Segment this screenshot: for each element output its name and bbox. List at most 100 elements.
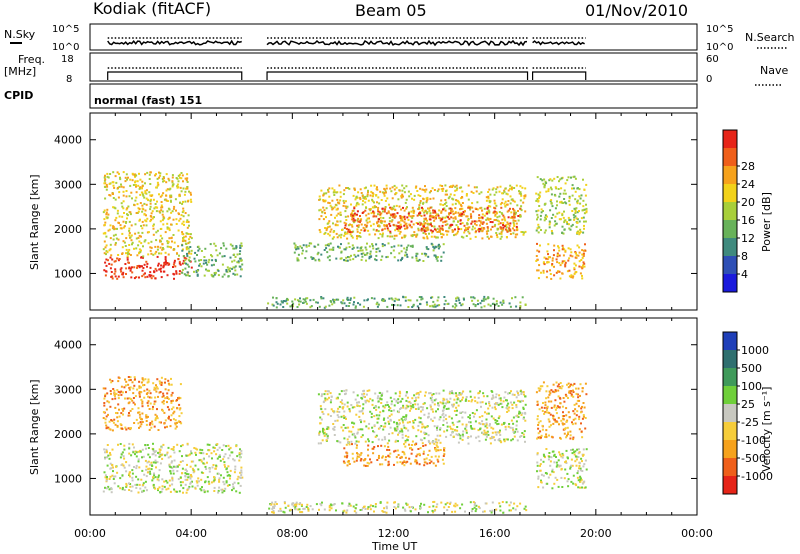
power-panel-cell xyxy=(560,187,563,190)
power-panel-cell xyxy=(491,221,494,224)
power-panel-cell xyxy=(558,218,561,221)
power-panel-cell xyxy=(336,198,339,201)
velocity-panel-region-1 xyxy=(102,376,183,432)
power-panel-cell xyxy=(166,226,169,229)
power-panel-cell xyxy=(496,212,498,215)
power-panel-cell xyxy=(544,202,547,205)
power-panel-cell xyxy=(388,216,391,219)
power-panel-cell xyxy=(203,259,206,262)
power-panel-cell xyxy=(375,254,378,257)
power-panel-cell xyxy=(398,189,401,192)
power-panel-cell xyxy=(160,201,163,203)
velocity-panel-cell xyxy=(158,453,161,456)
velocity-panel-cell xyxy=(138,380,141,383)
velocity-panel-cell xyxy=(137,478,140,481)
power-panel-cell xyxy=(231,260,234,263)
power-panel-cell xyxy=(168,216,171,219)
power-panel-cell xyxy=(229,243,232,246)
power-panel-cell xyxy=(480,206,483,209)
velocity-panel-cell xyxy=(564,468,567,471)
power-panel-cell xyxy=(272,304,275,307)
power-panel-cbar-label-4: 20 xyxy=(741,196,755,209)
velocity-panel-cell xyxy=(165,488,168,491)
velocity-panel-cell xyxy=(395,456,398,459)
power-panel-cell xyxy=(467,226,470,229)
velocity-panel-cell xyxy=(343,403,346,406)
power-panel-cell xyxy=(551,232,554,235)
power-panel-cell xyxy=(571,276,574,279)
power-panel-cell xyxy=(148,191,151,194)
velocity-panel-cell xyxy=(105,487,108,490)
power-panel-cell xyxy=(187,200,189,203)
velocity-panel-cell xyxy=(237,482,240,485)
velocity-panel-cell xyxy=(356,452,358,455)
velocity-panel-cell xyxy=(378,392,381,394)
velocity-panel-cell xyxy=(417,406,420,409)
power-panel-cell xyxy=(491,188,494,191)
velocity-panel-cell xyxy=(341,407,344,410)
velocity-panel-cell xyxy=(134,378,136,381)
power-panel-cell xyxy=(333,300,335,303)
power-panel-cell xyxy=(111,192,114,195)
power-panel-cell xyxy=(154,267,157,270)
velocity-panel-cell xyxy=(549,464,552,467)
velocity-panel-cell xyxy=(191,467,194,470)
velocity-panel-cell xyxy=(155,386,158,388)
power-panel-cell xyxy=(329,300,332,302)
velocity-panel-cell xyxy=(394,507,397,510)
velocity-panel-cell xyxy=(143,396,146,399)
freq-trace xyxy=(532,71,587,80)
velocity-panel-cell xyxy=(409,462,412,465)
power-panel-cell xyxy=(515,222,518,225)
velocity-panel-cell xyxy=(582,465,585,468)
velocity-panel-cell xyxy=(488,424,491,427)
velocity-panel-cell xyxy=(272,511,275,514)
power-panel-cell xyxy=(383,194,386,197)
velocity-panel-cell xyxy=(326,393,329,396)
velocity-panel-cell xyxy=(442,397,445,400)
power-panel-cell xyxy=(393,300,396,303)
power-panel-cell xyxy=(439,227,442,230)
velocity-panel-cell xyxy=(341,502,344,505)
velocity-panel-cell xyxy=(562,415,565,417)
power-panel-cell xyxy=(485,218,488,221)
velocity-panel-cell xyxy=(335,397,338,400)
velocity-panel-cell xyxy=(406,396,409,399)
power-panel-cell xyxy=(114,260,117,263)
power-panel-cell xyxy=(342,299,345,302)
velocity-panel-cell xyxy=(177,478,180,481)
power-panel-cell xyxy=(570,274,573,277)
velocity-panel-cell xyxy=(445,435,448,438)
power-panel-cell xyxy=(159,246,162,249)
velocity-panel-cell xyxy=(322,429,324,432)
power-panel-cell xyxy=(352,214,354,217)
velocity-panel-cell xyxy=(131,443,134,446)
velocity-panel-cell xyxy=(163,411,166,414)
velocity-panel-cell xyxy=(491,509,494,512)
velocity-panel-cell xyxy=(137,491,140,494)
power-panel-cell xyxy=(509,228,512,231)
power-panel-cell xyxy=(161,194,164,197)
velocity-panel-cell xyxy=(396,449,399,452)
power-panel-cell xyxy=(142,255,145,258)
power-panel-cell xyxy=(440,236,443,239)
velocity-panel-cell xyxy=(302,507,305,510)
power-panel-cell xyxy=(503,225,506,228)
velocity-panel-cell xyxy=(361,434,364,437)
power-panel-cell xyxy=(106,208,109,211)
nsky-panel: N.Sky 10^5 10^0 10^5 10^0 N.Search xyxy=(4,23,795,53)
velocity-panel-cell xyxy=(136,388,139,391)
velocity-panel-cell xyxy=(324,390,327,393)
velocity-panel-cell xyxy=(363,392,366,395)
velocity-panel-cell xyxy=(348,408,351,411)
velocity-panel-cell xyxy=(348,430,351,433)
power-panel-cell xyxy=(339,220,342,223)
power-panel-cell xyxy=(144,209,147,212)
power-panel-cell xyxy=(346,205,349,208)
velocity-panel-cell xyxy=(155,466,157,469)
velocity-panel-cell xyxy=(496,431,499,434)
velocity-panel-cell xyxy=(147,395,149,398)
velocity-panel-cell xyxy=(343,417,346,419)
power-panel-cell xyxy=(417,227,420,230)
velocity-panel-cell xyxy=(430,455,433,458)
